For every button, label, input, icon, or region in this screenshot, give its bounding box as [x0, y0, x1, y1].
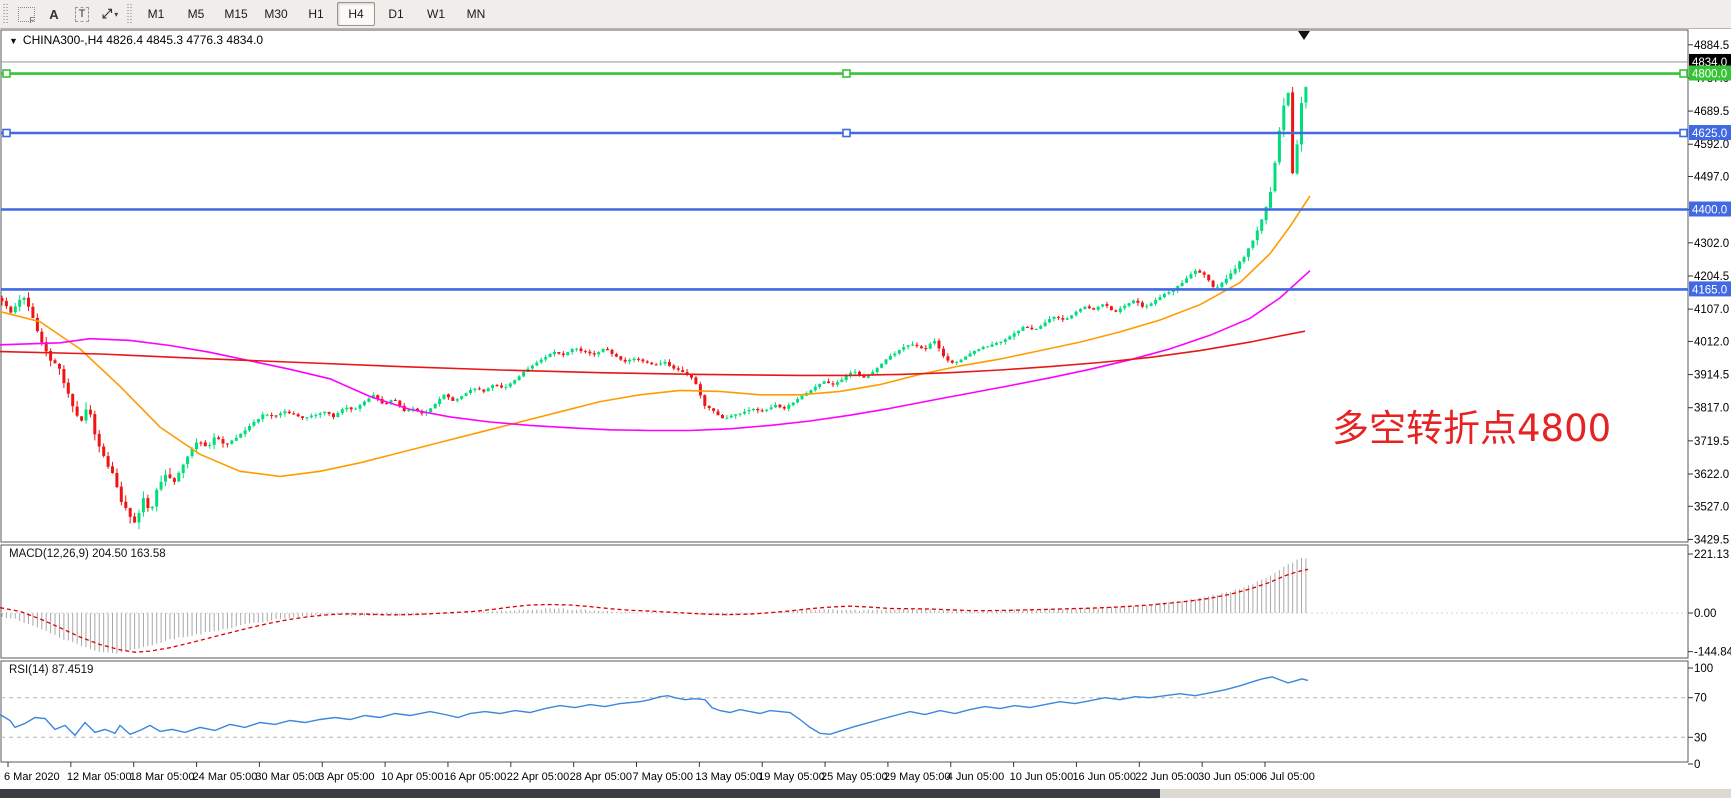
tf-button-M5[interactable]: M5: [187, 7, 205, 21]
date-tick-label: 29 May 05:00: [884, 771, 951, 783]
scrollbar-thumb[interactable]: [0, 789, 1160, 798]
price-tick-label: 3527.0: [1694, 501, 1729, 513]
rsi-line: [0, 676, 1309, 737]
date-tick-label: 25 May 05:00: [821, 771, 888, 783]
tf-button-MN[interactable]: MN: [466, 7, 486, 21]
date-tick-label: 13 May 05:00: [695, 771, 762, 783]
hline-handle[interactable]: [1679, 128, 1688, 138]
price-tick-label: 4302.0: [1694, 238, 1729, 250]
rsi-tick-label: 30: [1694, 732, 1707, 744]
fast-ma-orange-line: [0, 195, 1311, 478]
date-tick-label: 6 Jul 05:00: [1261, 771, 1315, 783]
rsi-tick-label: 100: [1694, 663, 1713, 675]
insert-label-icon: T: [74, 6, 90, 22]
rsi-tick-label: 70: [1694, 693, 1707, 705]
price-peak-marker-icon: [1298, 31, 1310, 40]
macd-tick-label: -144.84: [1694, 647, 1731, 659]
date-tick-label: 12 Mar 05:00: [67, 771, 132, 783]
chart-shift-icon: F: [17, 6, 35, 25]
panel-frame-0: [0, 29, 1689, 543]
insert-text-button[interactable]: A: [41, 2, 67, 26]
price-tick-label: 4204.5: [1694, 271, 1729, 283]
date-tick-label: 10 Jun 05:00: [1010, 771, 1074, 783]
price-label-box-text: 4400.0: [1692, 205, 1727, 217]
insert-label-button[interactable]: T: [69, 2, 95, 26]
date-tick-label: 18 Mar 05:00: [130, 771, 195, 783]
tf-button-D1[interactable]: D1: [388, 7, 404, 21]
price-tick-label: 3429.5: [1694, 534, 1729, 546]
chart-shift-button[interactable]: F: [13, 2, 39, 26]
date-tick-label: 6 Mar 2020: [4, 771, 60, 783]
mid-ma-magenta-line: [0, 270, 1311, 432]
price-tick-label: 3719.5: [1694, 436, 1729, 448]
hline-handle[interactable]: [842, 128, 851, 138]
draw-objects-icon: ⤢: [101, 6, 113, 21]
date-tick-label: 16 Jun 05:00: [1072, 771, 1136, 783]
macd-tick-label: 0.00: [1694, 608, 1716, 620]
date-tick-label: 10 Apr 05:00: [381, 771, 443, 783]
annotation-text[interactable]: 多空转折点4800: [1332, 407, 1612, 450]
toolbar-grip-2[interactable]: [127, 4, 132, 24]
draw-objects-button[interactable]: ⤢ ▾: [97, 2, 123, 26]
slow-ma-red-line: [0, 330, 1306, 377]
price-tick-label: 4592.0: [1694, 139, 1729, 151]
rsi-tick-label: 0: [1694, 759, 1700, 771]
price-tick-label: 4012.0: [1694, 336, 1729, 348]
rsi-indicator-label: RSI(14) 87.4519: [9, 664, 94, 676]
macd-signal-line: [0, 568, 1309, 653]
tf-button-H4[interactable]: H4: [337, 2, 375, 26]
date-tick-label: 22 Apr 05:00: [507, 771, 569, 783]
price-tick-label: 4689.5: [1694, 106, 1729, 118]
price-label-box-text: 4800.0: [1692, 69, 1727, 81]
hline-handle[interactable]: [842, 69, 851, 78]
tf-button-M1[interactable]: M1: [147, 7, 165, 21]
collapse-arrow-icon[interactable]: ▼: [9, 36, 18, 46]
toolbar-grip[interactable]: [3, 4, 8, 24]
price-label-box-text: 4165.0: [1692, 284, 1727, 296]
insert-text-icon: A: [49, 6, 59, 22]
hline-handle[interactable]: [2, 69, 11, 78]
date-tick-label: 4 Jun 05:00: [947, 771, 1005, 783]
price-label-box: [1689, 125, 1731, 141]
date-tick-label: 22 Jun 05:00: [1135, 771, 1199, 783]
tf-button-M30[interactable]: M30: [264, 7, 288, 21]
price-tick-label: 3914.5: [1694, 370, 1729, 382]
price-tick-label: 4884.5: [1694, 40, 1729, 52]
date-tick-label: 3 Apr 05:00: [318, 771, 374, 783]
toolbar: F A T ⤢ ▾ M1 M5 M15 M30 H1 H4 D1 W1 MN: [0, 0, 1731, 29]
chevron-down-icon: ▾: [114, 9, 119, 19]
price-label-box: [1689, 201, 1731, 217]
tf-button-H1[interactable]: H1: [308, 7, 324, 21]
price-label-box: [1689, 65, 1731, 81]
tf-button-W1[interactable]: W1: [427, 7, 445, 21]
tf-button-M15[interactable]: M15: [224, 7, 248, 21]
price-tick-label: 3622.0: [1694, 469, 1729, 481]
panel-frame-2: [0, 660, 1689, 763]
macd-indicator-label: MACD(12,26,9) 204.50 163.58: [9, 548, 166, 560]
price-tick-label: 3817.0: [1694, 403, 1729, 415]
date-tick-label: 24 Mar 05:00: [193, 771, 258, 783]
date-tick-label: 19 May 05:00: [758, 771, 825, 783]
date-tick-label: 30 Jun 05:00: [1198, 771, 1262, 783]
price-label-box-text: 4625.0: [1692, 128, 1727, 140]
price-tick-label: 4497.0: [1694, 172, 1729, 184]
hline-handle[interactable]: [1679, 69, 1688, 78]
date-tick-label: 16 Apr 05:00: [444, 771, 506, 783]
price-label-box: [1689, 53, 1731, 69]
chart-title-text: CHINA300-,H4 4826.4 4845.3 4776.3 4834.0: [22, 33, 264, 47]
date-tick-label: 7 May 05:00: [633, 771, 694, 783]
macd-tick-label: 221.13: [1694, 549, 1729, 561]
price-tick-label: 4107.0: [1694, 304, 1729, 316]
hline-handle[interactable]: [2, 128, 11, 138]
price-label-box: [1689, 281, 1731, 297]
timeframe-button-group: M1 M5 M15 M30 H1 H4 D1 W1 MN: [136, 2, 496, 26]
date-tick-label: 28 Apr 05:00: [570, 771, 632, 783]
date-tick-label: 30 Mar 05:00: [255, 771, 320, 783]
chart-title: ▼ CHINA300-,H4 4826.4 4845.3 4776.3 4834.…: [9, 33, 263, 47]
panel-frame-1: [0, 544, 1689, 659]
